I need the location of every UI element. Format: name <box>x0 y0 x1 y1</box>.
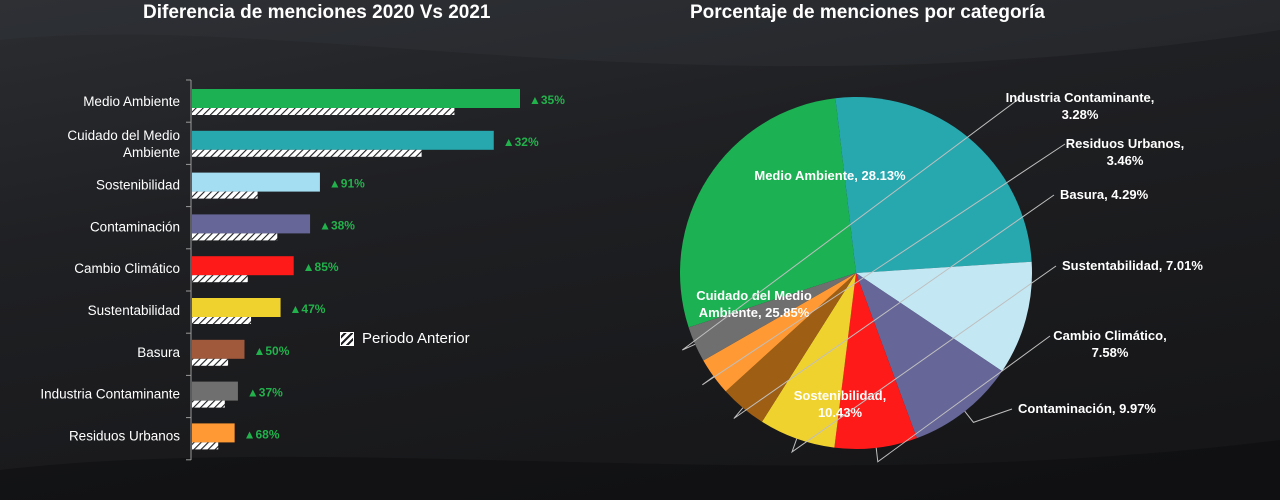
category-label: Sostenibilidad <box>96 178 180 193</box>
pie-chart-title: Porcentaje de menciones por categoría <box>690 2 1045 23</box>
pie-slice-label: Sostenibilidad, 10.43% <box>794 388 886 420</box>
legend: Periodo Anterior <box>340 330 470 347</box>
pie-slice <box>835 97 1032 273</box>
bar-chart-title: Diferencia de menciones 2020 Vs 2021 <box>143 2 491 23</box>
bar-previous-hatched <box>192 191 258 199</box>
bar-previous-hatched <box>192 275 248 283</box>
pie-leader-line <box>733 194 1055 419</box>
change-label: ▲50% <box>253 344 289 358</box>
category-label: Medio Ambiente <box>83 94 180 109</box>
pie-slice-label: Sustentabilidad, 7.01% <box>1062 258 1203 273</box>
pie-chart: Medio Ambiente, 28.13% Cuidado del Medio A… <box>680 90 1203 463</box>
pie-slice <box>725 273 856 422</box>
pie-leader-line <box>964 408 1013 423</box>
bar-previous-hatched <box>192 108 455 115</box>
change-label: ▲68% <box>244 427 280 441</box>
pie-slice-label: Industria Contaminante, 3.28% <box>1006 90 1155 122</box>
change-label: ▲38% <box>319 218 355 232</box>
pie-slice-label: Cuidado del Medio Ambiente, 25.85% <box>696 288 812 320</box>
change-label: ▲85% <box>303 260 339 274</box>
pie-slice <box>856 261 1032 372</box>
bar-previous-hatched <box>192 442 219 450</box>
bar-current <box>192 256 294 276</box>
pie-slice-label: Contaminación, 9.97% <box>1018 401 1156 416</box>
category-label: Industria Contaminante <box>40 387 180 402</box>
bar-current <box>192 339 245 359</box>
pie-leader-line <box>681 97 1021 351</box>
pie-slice <box>761 273 856 448</box>
pie-slice <box>688 273 856 361</box>
change-label: ▲47% <box>290 302 326 316</box>
pie-slice-label: Cambio Climático, 7.58% <box>1053 328 1166 360</box>
pie-slice-label: Residuos Urbanos, 3.46% <box>1066 136 1184 168</box>
bar-previous-hatched <box>192 317 252 324</box>
bar-current <box>192 298 281 317</box>
pie-slice-label: Basura, 4.29% <box>1060 187 1149 202</box>
bar-chart: Medio Ambiente ▲35% Cuidado del Medio Ambie… <box>40 79 565 461</box>
change-label: ▲37% <box>247 386 283 400</box>
category-label: Residuos Urbanos <box>69 428 180 443</box>
bar-current <box>192 214 311 234</box>
pie-leader-line <box>791 265 1057 454</box>
pie-slice <box>834 273 917 449</box>
category-label: Cambio Climático <box>74 261 180 276</box>
bar-current <box>192 423 235 443</box>
category-label: Contaminación <box>90 219 180 234</box>
bar-current <box>192 89 520 108</box>
bar-previous-hatched <box>192 400 225 408</box>
category-label: Sustentabilidad <box>88 303 180 318</box>
change-label: ▲91% <box>329 177 365 191</box>
pie-slice <box>680 98 856 328</box>
change-label: ▲32% <box>503 135 539 149</box>
pie-leader-line <box>702 143 1066 386</box>
bar-current <box>192 172 320 192</box>
pie-slice <box>703 273 856 392</box>
bar-current <box>192 130 494 150</box>
bar-previous-hatched <box>192 358 229 366</box>
category-label: Cuidado del Medio Ambiente <box>67 128 180 160</box>
bar-previous-hatched <box>192 233 278 241</box>
pie-leader-line <box>875 335 1051 463</box>
pie-slice-label: Medio Ambiente, 28.13% <box>754 168 906 183</box>
legend-label: Periodo Anterior <box>362 330 470 347</box>
bar-current <box>192 381 238 401</box>
hatch-legend-swatch <box>340 331 354 346</box>
category-label: Basura <box>137 345 180 360</box>
bar-previous-hatched <box>192 149 422 157</box>
change-label: ▲35% <box>529 93 565 107</box>
